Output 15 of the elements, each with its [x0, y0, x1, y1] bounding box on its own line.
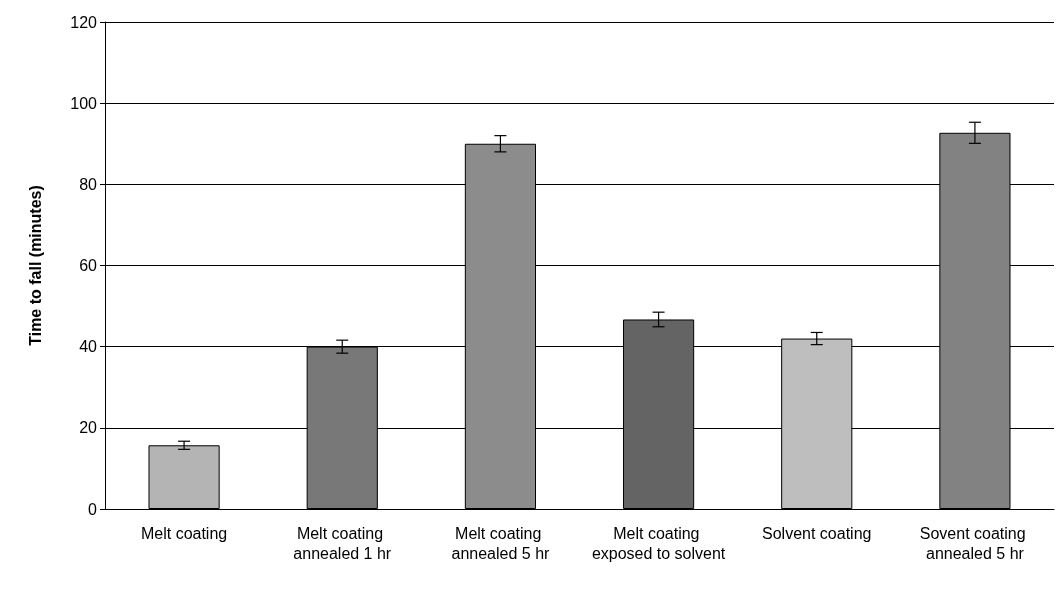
- y-tick-label: 60: [79, 257, 98, 274]
- y-tick-label: 0: [88, 500, 98, 518]
- x-tick-label: Sovent coating annealed 5 hr: [919, 524, 1031, 562]
- y-tick-label: 40: [79, 338, 98, 356]
- y-axis-title: Time to fall (minutes): [26, 185, 44, 346]
- bar: [148, 445, 220, 509]
- x-tick-label: Melt coating annealed 5 hr: [451, 524, 551, 562]
- y-tick-label: 100: [70, 94, 98, 112]
- x-tick-label: Melt coating exposed to solvent: [591, 524, 726, 562]
- y-tick-label: 120: [70, 13, 98, 31]
- x-tick-label: Melt coating: [140, 524, 228, 542]
- x-tick-label: Solvent coating: [762, 524, 872, 542]
- y-tick-label: 80: [79, 175, 98, 193]
- x-tick-label: Melt coating annealed 1 hr: [293, 524, 392, 562]
- y-tick-label: 20: [79, 419, 98, 437]
